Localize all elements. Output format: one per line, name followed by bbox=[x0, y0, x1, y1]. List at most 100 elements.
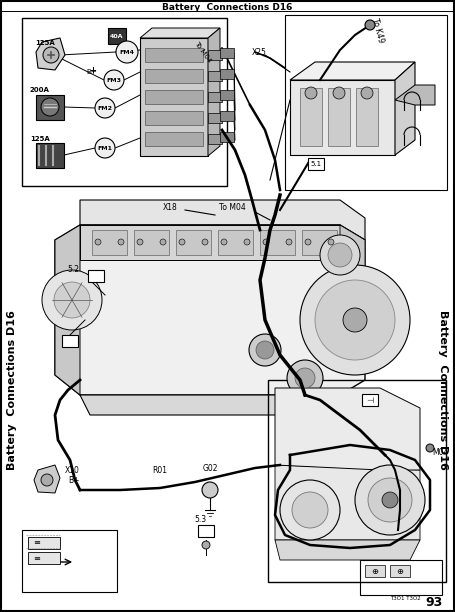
Circle shape bbox=[95, 239, 101, 245]
Polygon shape bbox=[34, 465, 60, 493]
Circle shape bbox=[95, 98, 115, 118]
Polygon shape bbox=[208, 28, 220, 156]
Polygon shape bbox=[395, 85, 435, 105]
Bar bbox=[145, 48, 203, 62]
Text: 125A: 125A bbox=[35, 40, 55, 46]
Bar bbox=[220, 48, 234, 58]
Circle shape bbox=[295, 368, 315, 388]
Bar bbox=[145, 132, 203, 146]
Text: Battery  Connections D16: Battery Connections D16 bbox=[438, 310, 448, 470]
Text: 125A: 125A bbox=[30, 136, 50, 142]
Polygon shape bbox=[140, 28, 220, 38]
Bar bbox=[360, 560, 442, 595]
Bar bbox=[134, 230, 169, 255]
Circle shape bbox=[104, 70, 124, 90]
Circle shape bbox=[333, 87, 345, 99]
Circle shape bbox=[116, 41, 138, 63]
Circle shape bbox=[137, 239, 143, 245]
Bar bbox=[356, 88, 378, 146]
Circle shape bbox=[179, 239, 185, 245]
Circle shape bbox=[305, 239, 311, 245]
Bar bbox=[260, 230, 295, 255]
Circle shape bbox=[365, 20, 375, 30]
Polygon shape bbox=[275, 540, 420, 560]
Circle shape bbox=[221, 239, 227, 245]
Text: G02: G02 bbox=[202, 463, 218, 472]
Polygon shape bbox=[80, 395, 340, 415]
Circle shape bbox=[280, 480, 340, 540]
Text: X18: X18 bbox=[162, 203, 177, 212]
Text: FM1: FM1 bbox=[97, 146, 112, 151]
Circle shape bbox=[41, 474, 53, 486]
Bar bbox=[176, 230, 211, 255]
Bar bbox=[145, 90, 203, 104]
Circle shape bbox=[263, 239, 269, 245]
Polygon shape bbox=[80, 200, 365, 240]
Circle shape bbox=[361, 87, 373, 99]
Text: X10: X10 bbox=[65, 466, 80, 474]
Polygon shape bbox=[290, 80, 395, 155]
Bar bbox=[220, 90, 234, 100]
Bar bbox=[300, 88, 322, 146]
Bar bbox=[308, 158, 324, 170]
Circle shape bbox=[320, 235, 360, 275]
Text: FM3: FM3 bbox=[106, 78, 121, 83]
Circle shape bbox=[286, 239, 292, 245]
Text: ⊣: ⊣ bbox=[366, 395, 374, 405]
Text: To M04: To M04 bbox=[193, 40, 212, 64]
Text: X25: X25 bbox=[252, 48, 267, 56]
Bar bbox=[198, 525, 214, 537]
Text: Battery  Connections D16: Battery Connections D16 bbox=[7, 310, 17, 470]
Circle shape bbox=[54, 282, 90, 318]
Bar bbox=[390, 565, 410, 577]
Text: M04: M04 bbox=[432, 447, 448, 457]
Text: R01: R01 bbox=[152, 466, 167, 474]
Bar bbox=[22, 18, 227, 186]
Circle shape bbox=[202, 239, 208, 245]
Bar bbox=[36, 143, 64, 168]
Bar bbox=[328, 88, 350, 146]
Text: To M04: To M04 bbox=[218, 203, 245, 212]
Bar bbox=[362, 394, 378, 406]
Bar bbox=[208, 50, 222, 60]
Circle shape bbox=[382, 492, 398, 508]
Circle shape bbox=[315, 280, 395, 360]
Bar bbox=[28, 537, 60, 549]
Polygon shape bbox=[290, 62, 415, 80]
Bar bbox=[365, 565, 385, 577]
Polygon shape bbox=[275, 388, 420, 470]
Circle shape bbox=[43, 47, 59, 63]
Text: 93: 93 bbox=[425, 597, 442, 610]
Text: 200A: 200A bbox=[30, 87, 50, 93]
Circle shape bbox=[202, 541, 210, 549]
Text: ≡: ≡ bbox=[34, 553, 40, 562]
Bar bbox=[140, 38, 208, 156]
Bar bbox=[22, 530, 117, 592]
Text: ⊕: ⊕ bbox=[371, 567, 379, 575]
Text: 5.3: 5.3 bbox=[194, 515, 206, 524]
Circle shape bbox=[328, 243, 352, 267]
Circle shape bbox=[249, 334, 281, 366]
Text: B+: B+ bbox=[68, 476, 80, 485]
Circle shape bbox=[343, 308, 367, 332]
Bar bbox=[220, 69, 234, 79]
Text: FM4: FM4 bbox=[120, 50, 135, 54]
Circle shape bbox=[41, 98, 59, 116]
Bar bbox=[285, 15, 447, 190]
Circle shape bbox=[202, 482, 218, 498]
Circle shape bbox=[244, 239, 250, 245]
Circle shape bbox=[160, 239, 166, 245]
Text: Battery  Connections D16: Battery Connections D16 bbox=[162, 2, 292, 12]
Bar bbox=[302, 230, 337, 255]
Polygon shape bbox=[36, 38, 65, 70]
Circle shape bbox=[287, 360, 323, 396]
Circle shape bbox=[42, 270, 102, 330]
Bar bbox=[208, 71, 222, 81]
Text: 5.1: 5.1 bbox=[310, 161, 322, 167]
Circle shape bbox=[426, 444, 434, 452]
Text: FM2: FM2 bbox=[97, 105, 112, 111]
Text: B+: B+ bbox=[86, 69, 97, 75]
Bar bbox=[208, 92, 222, 102]
Circle shape bbox=[305, 87, 317, 99]
Circle shape bbox=[368, 478, 412, 522]
